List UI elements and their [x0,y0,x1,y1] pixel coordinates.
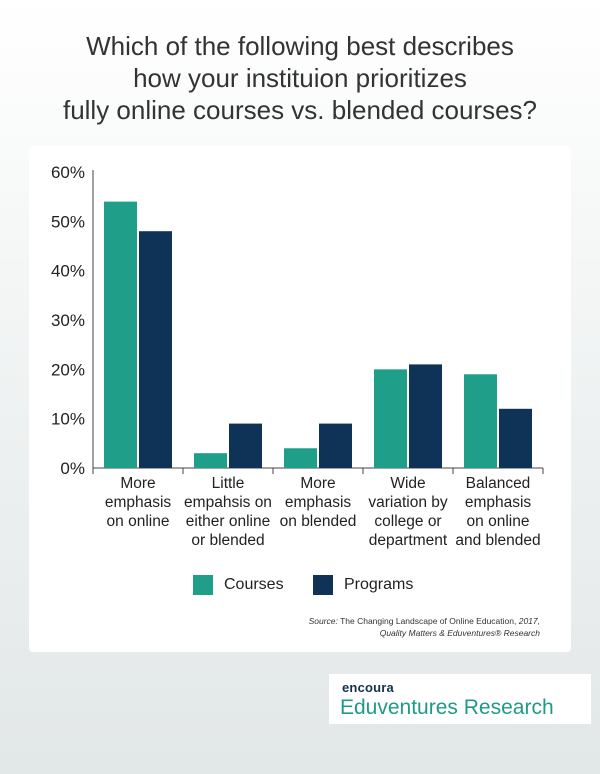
source-note: Source: The Changing Landscape of Online… [309,615,540,639]
logo-eduventures: Eduventures Research [340,696,554,719]
y-tick-label: 0% [60,459,85,478]
legend-swatch-programs [313,575,333,595]
y-tick-label: 10% [51,410,85,429]
title-line-3: fully online courses vs. blended courses… [62,95,538,125]
legend-label-courses: Courses [224,576,284,593]
x-category-label: More emphasis on online [105,475,172,530]
x-category-label: Balanced emphasis on online and blended [455,475,540,549]
source-year: 2017, [518,616,540,626]
x-category-label: Wide variation by college or department [368,475,448,549]
bar-programs [409,364,442,468]
logo-encoura: encoura [342,680,394,695]
legend-label-programs: Programs [344,576,414,593]
eduventures-logo: encoura Eduventures Research [329,674,591,724]
source-line2: Quality Matters & Eduventures® Research [379,628,540,638]
chart-title: Which of the following best describes ho… [0,30,600,126]
legend-item-programs: Programs [313,575,413,595]
y-tick-label: 50% [51,212,85,231]
bar-courses [284,448,317,468]
source-prefix: Source: [308,616,338,626]
bar-courses [104,201,137,468]
bar-programs [499,408,532,468]
title-line-1: Which of the following best describes [86,31,514,61]
bar-programs [139,231,172,468]
bar-programs [229,423,262,468]
title-line-2: how your instituion prioritizes [133,63,467,93]
y-tick-label: 20% [51,360,85,379]
source-title: The Changing Landscape of Online Educati… [340,616,517,626]
legend-swatch-courses [193,575,213,595]
bar-courses [374,369,407,468]
y-tick-label: 40% [51,262,85,281]
y-tick-label: 60% [51,163,85,182]
legend-item-courses: Courses [193,575,284,595]
y-tick-label: 30% [51,311,85,330]
bar-courses [464,374,497,468]
bar-courses [194,453,227,468]
bar-programs [319,423,352,468]
legend: Courses Programs [0,575,600,595]
x-category-label: Little empahsis on either online or blended [184,475,272,549]
x-category-label: More emphasis on blended [280,475,357,530]
